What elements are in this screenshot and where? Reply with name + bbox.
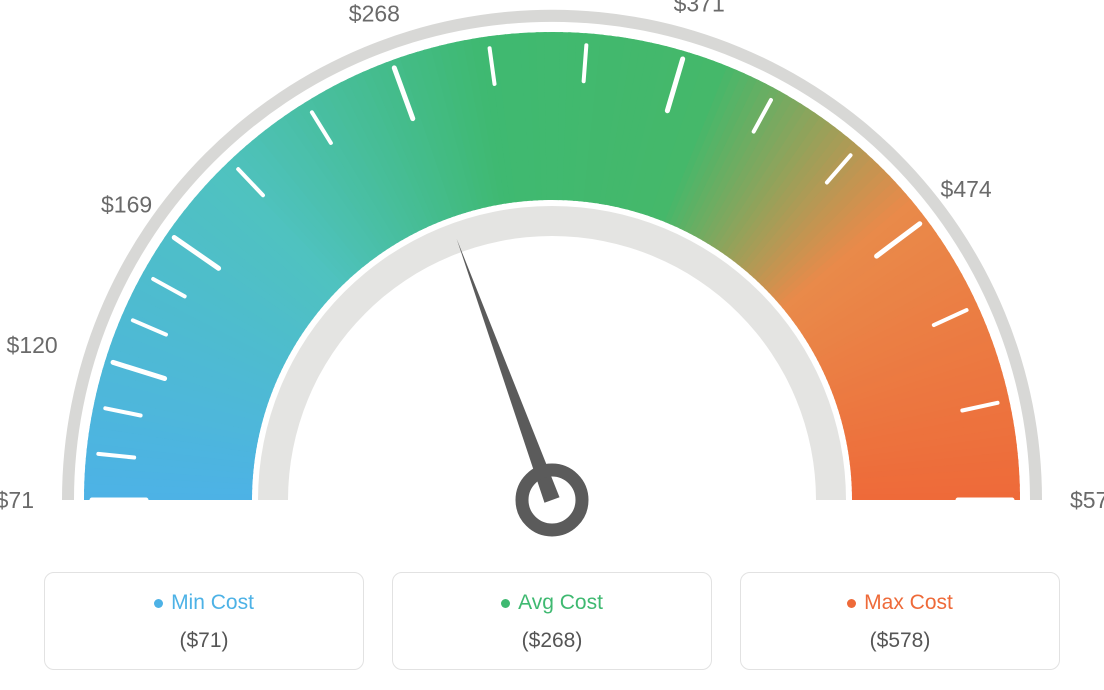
cost-gauge: $71 $120 $169 $268 $371 $474 $578 [0, 0, 1104, 560]
legend-label: Max Cost [864, 591, 953, 615]
tick-label: $371 [674, 0, 725, 16]
legend-row: Min Cost ($71) Avg Cost ($268) Max Cost … [0, 572, 1104, 670]
tick-label: $120 [7, 332, 58, 358]
dot-icon [501, 599, 510, 608]
gauge-arc [84, 32, 1020, 500]
minor-tick [584, 45, 587, 81]
legend-value: ($268) [403, 629, 701, 653]
legend-card-min: Min Cost ($71) [44, 572, 364, 670]
legend-title-avg: Avg Cost [501, 591, 603, 615]
legend-title-max: Max Cost [847, 591, 953, 615]
legend-card-avg: Avg Cost ($268) [392, 572, 712, 670]
legend-label: Avg Cost [518, 591, 603, 615]
dot-icon [847, 599, 856, 608]
legend-title-min: Min Cost [154, 591, 254, 615]
legend-value: ($71) [55, 629, 353, 653]
dot-icon [154, 599, 163, 608]
gauge-needle [457, 239, 560, 503]
tick-label: $71 [0, 487, 34, 513]
gauge-svg: $71 $120 $169 $268 $371 $474 $578 [0, 0, 1104, 560]
tick-label: $169 [101, 191, 152, 217]
tick-label: $474 [941, 176, 992, 202]
tick-label: $268 [349, 0, 400, 26]
legend-label: Min Cost [171, 591, 254, 615]
legend-value: ($578) [751, 629, 1049, 653]
legend-card-max: Max Cost ($578) [740, 572, 1060, 670]
tick-label: $578 [1070, 487, 1104, 513]
